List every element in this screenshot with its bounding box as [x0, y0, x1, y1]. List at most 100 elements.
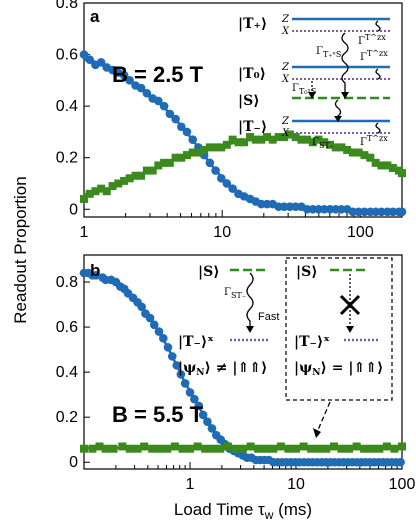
data-point-circle: [154, 96, 163, 106]
data-point-square: [133, 444, 142, 453]
b-left-fast-arrow-head: [246, 326, 254, 333]
rate-t0s-label: ΓT₀ˣS: [292, 83, 316, 96]
data-point-square: [375, 444, 384, 453]
data-point-circle: [165, 109, 175, 119]
arrow-tplus-to-s: [341, 32, 349, 96]
panel-b-field-annotation: B = 5.5 T: [112, 402, 204, 427]
y-tick-label: 0: [69, 454, 78, 471]
y-axis-label: Readout Proportion: [11, 176, 30, 323]
b-left-state-s: |S⟩: [198, 264, 220, 280]
axis-z-label-2: Z: [281, 62, 290, 73]
data-point-square: [178, 444, 187, 453]
data-point-circle: [198, 410, 208, 420]
data-point-circle: [137, 302, 146, 312]
b-right-state-tminus: |T₋⟩ˣ: [294, 334, 330, 350]
data-point-square: [131, 171, 140, 180]
data-point-square: [307, 444, 316, 453]
panel-b-points: [79, 268, 406, 467]
data-point-square: [360, 444, 369, 453]
data-point-circle: [182, 127, 192, 137]
data-point-square: [246, 442, 255, 451]
arrow-tplus-to-s-head: [341, 92, 349, 99]
x-axis-label: Load Time τw (ms): [174, 500, 312, 522]
data-point-square: [231, 444, 240, 453]
data-point-square: [314, 444, 323, 453]
data-point-square: [142, 166, 151, 175]
b-right-slow-arrow-head: [346, 326, 354, 333]
data-point-square: [200, 145, 209, 154]
data-point-circle: [171, 114, 180, 124]
b-left-fast-arrow: [246, 272, 254, 330]
data-point-circle: [176, 370, 186, 379]
data-point-circle: [119, 70, 129, 80]
data-point-square: [101, 444, 110, 453]
data-point-circle: [145, 313, 155, 323]
panel-b-right-diagram: |S⟩ |T₋⟩ˣ |ψN⟩ = |⇑⇑⟩: [285, 257, 393, 438]
data-point-square: [329, 442, 338, 451]
b-left-psi: |ψN⟩ ≠ |⇑⇑⟩: [178, 360, 267, 378]
data-point-square: [228, 135, 237, 144]
data-point-circle: [185, 388, 195, 397]
data-point-square: [217, 143, 226, 152]
data-point-square: [109, 444, 118, 453]
data-point-square: [148, 444, 157, 453]
data-point-circle: [79, 50, 89, 59]
panel-b-frame: [83, 254, 403, 470]
data-point-square: [102, 187, 111, 196]
arrow-tzero-to-s-head: [308, 92, 316, 99]
data-point-square: [268, 135, 277, 144]
data-point-square: [148, 166, 157, 175]
data-point-circle: [167, 352, 177, 361]
data-point-square: [326, 140, 335, 149]
b-left-state-tminus: |T₋⟩ˣ: [178, 334, 214, 350]
data-point-square: [343, 145, 352, 154]
b-right-psi: |ψN⟩ = |⇑⇑⟩: [294, 360, 383, 378]
x-tick-label: 10: [213, 224, 231, 241]
data-point-circle: [163, 343, 173, 352]
data-point-square: [254, 444, 263, 453]
data-point-square: [276, 442, 285, 451]
data-point-square: [118, 442, 127, 451]
data-point-square: [155, 444, 164, 453]
data-point-square: [186, 444, 194, 453]
axis-x-label-1: X: [281, 26, 290, 37]
panel-b-y-ticks: 0 0.2 0.4 0.6 0.8: [56, 274, 90, 471]
data-point-square: [308, 138, 317, 147]
data-point-square: [331, 143, 340, 152]
data-point-circle: [354, 207, 363, 217]
data-point-circle: [377, 207, 386, 217]
data-point-square: [344, 444, 353, 453]
data-point-square: [367, 444, 376, 453]
data-point-circle: [142, 88, 152, 98]
data-point-square: [205, 143, 214, 152]
data-point-square: [201, 444, 210, 453]
data-point-circle: [159, 334, 168, 343]
data-point-square: [163, 444, 172, 453]
y-tick-label: 0.6: [56, 47, 78, 64]
data-point-square: [348, 148, 357, 157]
data-point-square: [257, 135, 266, 144]
axis-x-label-3: X: [281, 128, 290, 139]
data-point-circle: [180, 379, 190, 388]
data-point-square: [114, 179, 123, 188]
data-point-square: [377, 161, 386, 170]
panel-a-label: a: [90, 7, 100, 26]
data-point-square: [337, 143, 346, 152]
b-left-rate: ΓST₋: [224, 287, 246, 300]
data-point-square: [170, 442, 179, 451]
y-tick-label: 0: [69, 201, 78, 218]
data-point-square: [398, 169, 406, 178]
data-point-square: [194, 148, 203, 157]
data-point-square: [85, 189, 94, 198]
axis-z-label-3: Z: [281, 116, 290, 127]
data-point-circle: [396, 457, 405, 467]
data-point-circle: [172, 361, 182, 370]
x-tick-label: 10: [287, 476, 305, 493]
data-point-square: [125, 444, 134, 453]
data-point-circle: [397, 207, 407, 217]
data-point-square: [211, 143, 220, 152]
x-tick-label: 100: [347, 224, 374, 241]
x-tick-label: 1: [80, 224, 89, 241]
data-point-square: [354, 148, 363, 157]
